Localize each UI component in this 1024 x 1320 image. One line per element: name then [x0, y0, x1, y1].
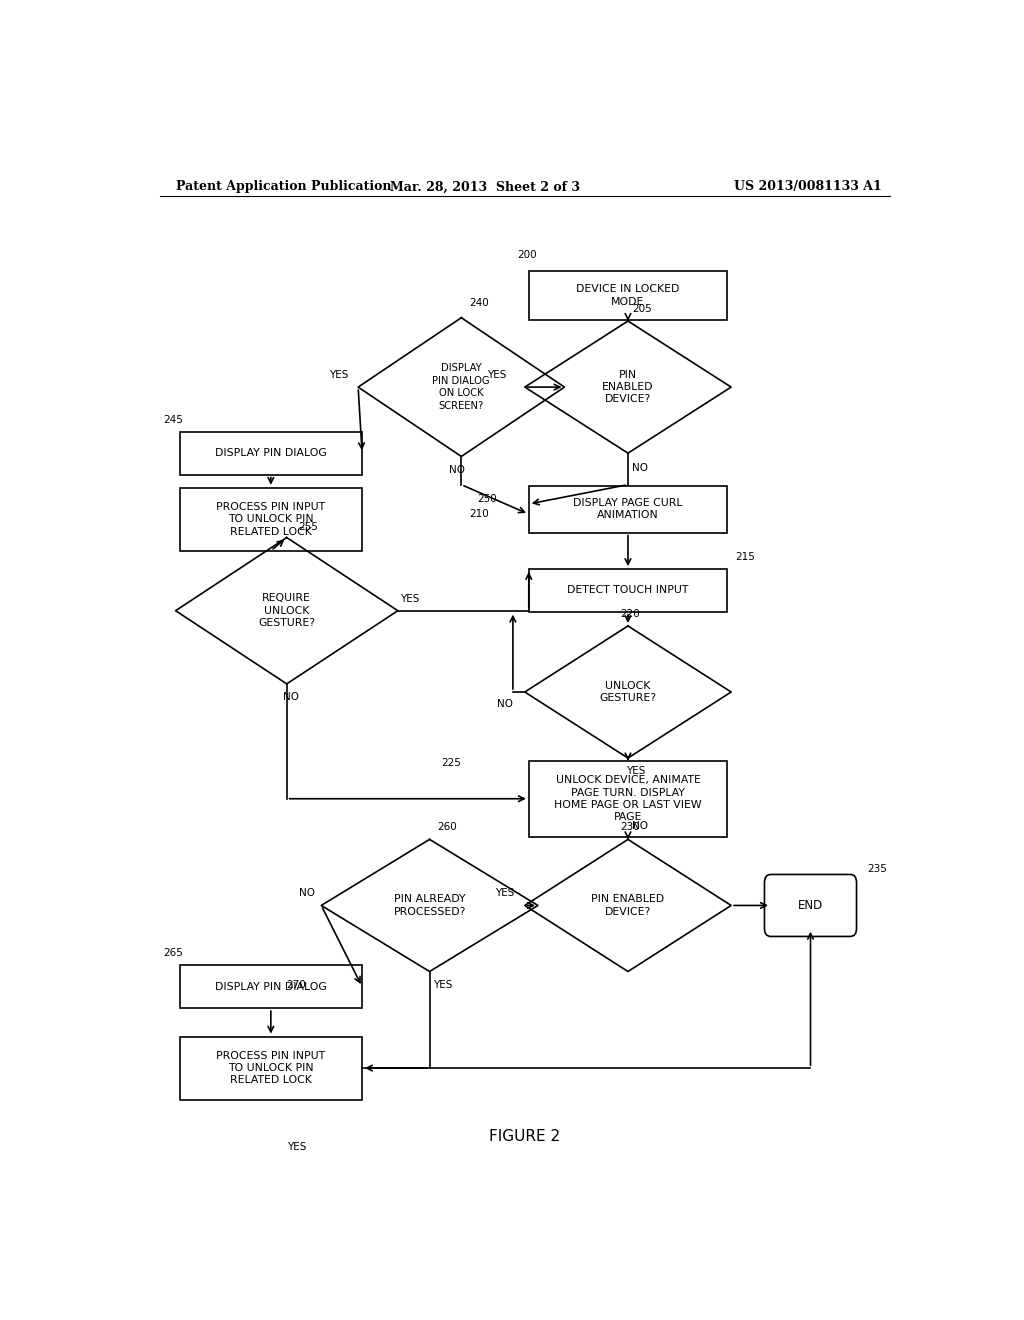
Polygon shape: [322, 840, 538, 972]
Text: FIGURE 2: FIGURE 2: [489, 1129, 560, 1143]
Text: DISPLAY PAGE CURL
ANIMATION: DISPLAY PAGE CURL ANIMATION: [573, 498, 683, 520]
Text: DISPLAY
PIN DIALOG
ON LOCK
SCREEN?: DISPLAY PIN DIALOG ON LOCK SCREEN?: [432, 363, 490, 411]
Text: YES: YES: [329, 370, 348, 380]
Text: 200: 200: [517, 249, 537, 260]
Bar: [528, 271, 727, 319]
Text: YES: YES: [287, 1142, 306, 1152]
Text: 205: 205: [632, 304, 651, 314]
Text: PROCESS PIN INPUT
TO UNLOCK PIN
RELATED LOCK: PROCESS PIN INPUT TO UNLOCK PIN RELATED …: [216, 502, 326, 537]
Polygon shape: [176, 537, 397, 684]
Text: 230: 230: [620, 822, 640, 832]
Polygon shape: [524, 840, 731, 972]
Text: UNLOCK
GESTURE?: UNLOCK GESTURE?: [599, 681, 656, 704]
Text: REQUIRE
UNLOCK
GESTURE?: REQUIRE UNLOCK GESTURE?: [258, 593, 315, 628]
Text: 260: 260: [437, 822, 458, 832]
Polygon shape: [358, 318, 564, 457]
Text: 220: 220: [620, 609, 640, 619]
Text: YES: YES: [433, 979, 453, 990]
Text: NO: NO: [450, 466, 465, 475]
Text: Patent Application Publication: Patent Application Publication: [176, 181, 391, 193]
Bar: [528, 486, 727, 532]
Text: YES: YES: [496, 888, 515, 898]
Bar: [528, 760, 727, 837]
Polygon shape: [524, 321, 731, 453]
Text: 245: 245: [164, 414, 183, 425]
Bar: [528, 569, 727, 611]
FancyBboxPatch shape: [765, 874, 856, 936]
Text: NO: NO: [632, 821, 648, 832]
Text: 240: 240: [469, 298, 489, 308]
Text: 265: 265: [164, 948, 183, 958]
Text: 210: 210: [469, 510, 489, 519]
Bar: [179, 1036, 362, 1100]
Text: NO: NO: [299, 888, 314, 898]
Text: 270: 270: [287, 979, 306, 990]
Text: PIN
ENABLED
DEVICE?: PIN ENABLED DEVICE?: [602, 370, 653, 404]
Text: PIN ALREADY
PROCESSED?: PIN ALREADY PROCESSED?: [393, 894, 466, 916]
Text: NO: NO: [632, 463, 648, 474]
Text: YES: YES: [400, 594, 420, 603]
Text: NO: NO: [283, 692, 299, 702]
Text: US 2013/0081133 A1: US 2013/0081133 A1: [734, 181, 882, 193]
Text: DEVICE IN LOCKED
MODE: DEVICE IN LOCKED MODE: [577, 284, 680, 306]
Text: UNLOCK DEVICE, ANIMATE
PAGE TURN. DISPLAY
HOME PAGE OR LAST VIEW
PAGE: UNLOCK DEVICE, ANIMATE PAGE TURN. DISPLA…: [554, 775, 701, 822]
Text: PIN ENABLED
DEVICE?: PIN ENABLED DEVICE?: [592, 894, 665, 916]
Text: END: END: [798, 899, 823, 912]
Text: DETECT TOUCH INPUT: DETECT TOUCH INPUT: [567, 585, 689, 595]
Text: Mar. 28, 2013  Sheet 2 of 3: Mar. 28, 2013 Sheet 2 of 3: [390, 181, 581, 193]
Text: 235: 235: [867, 863, 888, 874]
Text: NO: NO: [497, 700, 513, 709]
Bar: [179, 487, 362, 550]
Text: 250: 250: [477, 494, 497, 504]
Text: YES: YES: [487, 370, 507, 380]
Text: YES: YES: [627, 767, 645, 776]
Text: PROCESS PIN INPUT
TO UNLOCK PIN
RELATED LOCK: PROCESS PIN INPUT TO UNLOCK PIN RELATED …: [216, 1051, 326, 1085]
Bar: [179, 965, 362, 1008]
Text: 255: 255: [299, 523, 318, 532]
Text: 225: 225: [441, 758, 462, 768]
Bar: [179, 432, 362, 474]
Text: DISPLAY PIN DIALOG: DISPLAY PIN DIALOG: [215, 982, 327, 991]
Text: 215: 215: [735, 552, 755, 562]
Text: DISPLAY PIN DIALOG: DISPLAY PIN DIALOG: [215, 449, 327, 458]
Polygon shape: [524, 626, 731, 758]
